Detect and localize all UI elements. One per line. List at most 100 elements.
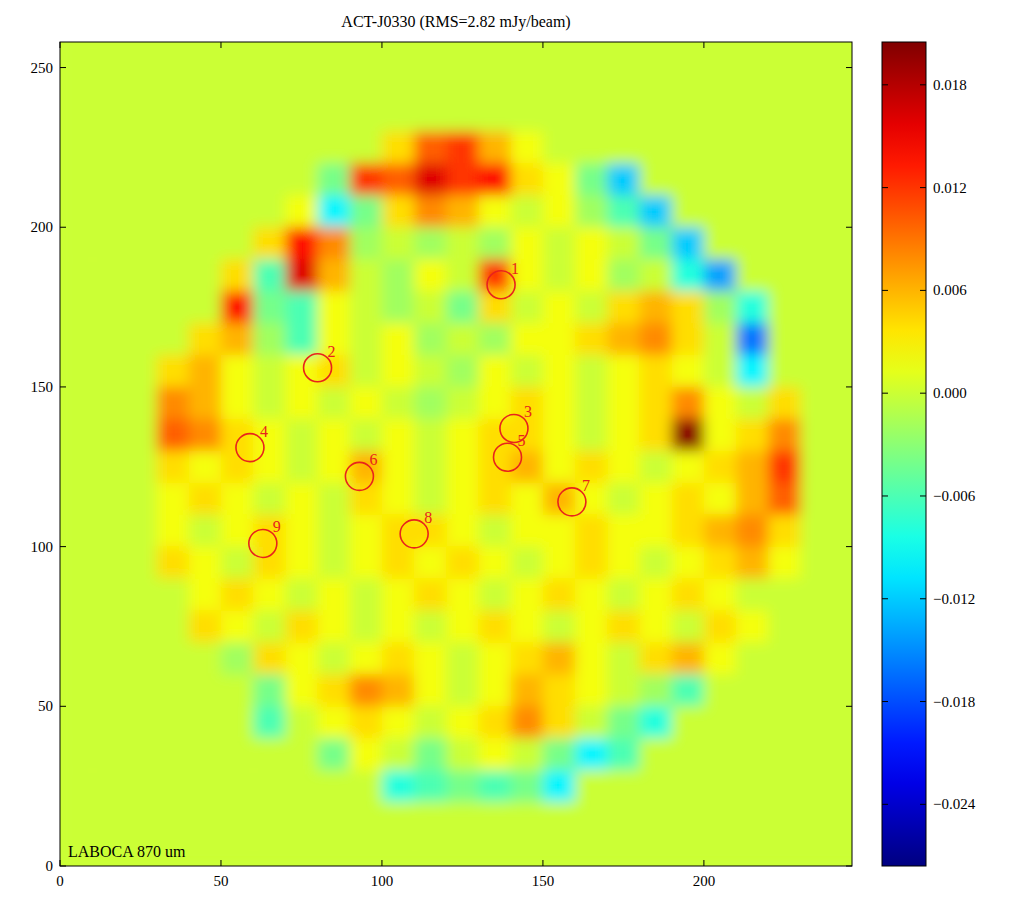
heatmap-cell — [318, 834, 351, 866]
heatmap-cell — [833, 706, 852, 739]
heatmap-cell — [60, 706, 93, 739]
heatmap-cell — [768, 163, 801, 196]
heatmap-cell — [543, 738, 576, 771]
heatmap-cell — [543, 42, 576, 68]
heatmap-cell — [833, 163, 852, 196]
heatmap-cell — [736, 547, 769, 580]
heatmap-cell — [575, 163, 608, 196]
heatmap-cell — [640, 259, 673, 292]
heatmap-cell — [446, 738, 479, 771]
heatmap-cell — [318, 42, 351, 68]
y-tick-label: 150 — [31, 379, 54, 395]
heatmap-cell — [736, 291, 769, 324]
heatmap-cell — [736, 163, 769, 196]
heatmap-cell — [640, 131, 673, 164]
x-tick-label: 100 — [371, 873, 394, 889]
heatmap-cell — [511, 195, 544, 228]
heatmap-cell — [607, 323, 640, 356]
heatmap-cell — [221, 834, 254, 866]
heatmap-cell — [318, 610, 351, 643]
heatmap-cell — [543, 674, 576, 707]
heatmap-cell — [672, 547, 705, 580]
heatmap-cell — [253, 674, 286, 707]
heatmap-cell — [124, 738, 157, 771]
heatmap-cell — [285, 579, 318, 612]
y-tick-label: 200 — [31, 219, 54, 235]
heatmap-cell — [607, 642, 640, 675]
heatmap-cell — [189, 515, 222, 548]
heatmap-cell — [350, 738, 383, 771]
heatmap-cell — [607, 802, 640, 835]
heatmap-cell — [414, 42, 447, 68]
y-tick-right — [846, 67, 852, 68]
heatmap-cell — [189, 610, 222, 643]
colorbar-tick — [920, 804, 926, 805]
heatmap-cell — [221, 642, 254, 675]
heatmap-cell — [640, 227, 673, 260]
heatmap-cell — [382, 195, 415, 228]
heatmap-cell — [640, 42, 673, 68]
heatmap-cell — [157, 419, 190, 452]
heatmap-cell — [414, 642, 447, 675]
heatmap-cell — [60, 451, 93, 484]
heatmap-cell — [672, 579, 705, 612]
heatmap-cell — [318, 259, 351, 292]
heatmap-cell — [704, 323, 737, 356]
heatmap-cell — [382, 355, 415, 388]
heatmap-cell — [800, 131, 833, 164]
heatmap-cell — [479, 291, 512, 324]
heatmap-cell — [800, 355, 833, 388]
heatmap-cell — [124, 419, 157, 452]
heatmap-cell — [479, 227, 512, 260]
heatmap-cell — [543, 99, 576, 132]
x-tick-top — [703, 42, 704, 48]
heatmap-cell — [285, 483, 318, 516]
heatmap-cell — [60, 674, 93, 707]
heatmap-cell — [640, 99, 673, 132]
heatmap-cell — [640, 738, 673, 771]
heatmap-cell — [285, 68, 318, 101]
y-tick — [60, 386, 66, 387]
heatmap-cell — [575, 387, 608, 420]
heatmap-cell — [833, 323, 852, 356]
x-tick — [60, 860, 61, 866]
heatmap-cell — [414, 227, 447, 260]
heatmap-cell — [511, 68, 544, 101]
heatmap-cell — [833, 515, 852, 548]
heatmap-cell — [479, 131, 512, 164]
heatmap-cell — [253, 163, 286, 196]
heatmap-cell — [221, 610, 254, 643]
heatmap-cell — [189, 451, 222, 484]
x-tick-top — [220, 42, 221, 48]
heatmap-cell — [672, 610, 705, 643]
heatmap-cell — [221, 355, 254, 388]
heatmap-cell — [479, 68, 512, 101]
x-tick-label: 50 — [213, 873, 228, 889]
heatmap-cell — [382, 259, 415, 292]
heatmap-cell — [511, 355, 544, 388]
heatmap-cell — [382, 419, 415, 452]
heatmap-cell — [124, 547, 157, 580]
heatmap-cell — [575, 68, 608, 101]
heatmap-cell — [800, 738, 833, 771]
heatmap-cell — [414, 131, 447, 164]
heatmap-cell — [511, 579, 544, 612]
heatmap-cell — [350, 99, 383, 132]
heatmap-cell — [414, 674, 447, 707]
heatmap-cell — [318, 547, 351, 580]
heatmap-cell — [575, 227, 608, 260]
heatmap-cell — [640, 515, 673, 548]
heatmap-cell — [318, 642, 351, 675]
heatmap-cell — [575, 259, 608, 292]
heatmap-cell — [189, 227, 222, 260]
colorbar-tick — [920, 393, 926, 394]
heatmap-cell — [543, 131, 576, 164]
heatmap-cell — [350, 323, 383, 356]
heatmap-cell — [414, 291, 447, 324]
heatmap-cell — [92, 674, 125, 707]
heatmap-cell — [543, 355, 576, 388]
y-tick — [60, 546, 66, 547]
colorbar-tick-label: −0.024 — [933, 796, 976, 812]
colorbar-tick — [920, 290, 926, 291]
heatmap-cell — [800, 770, 833, 803]
